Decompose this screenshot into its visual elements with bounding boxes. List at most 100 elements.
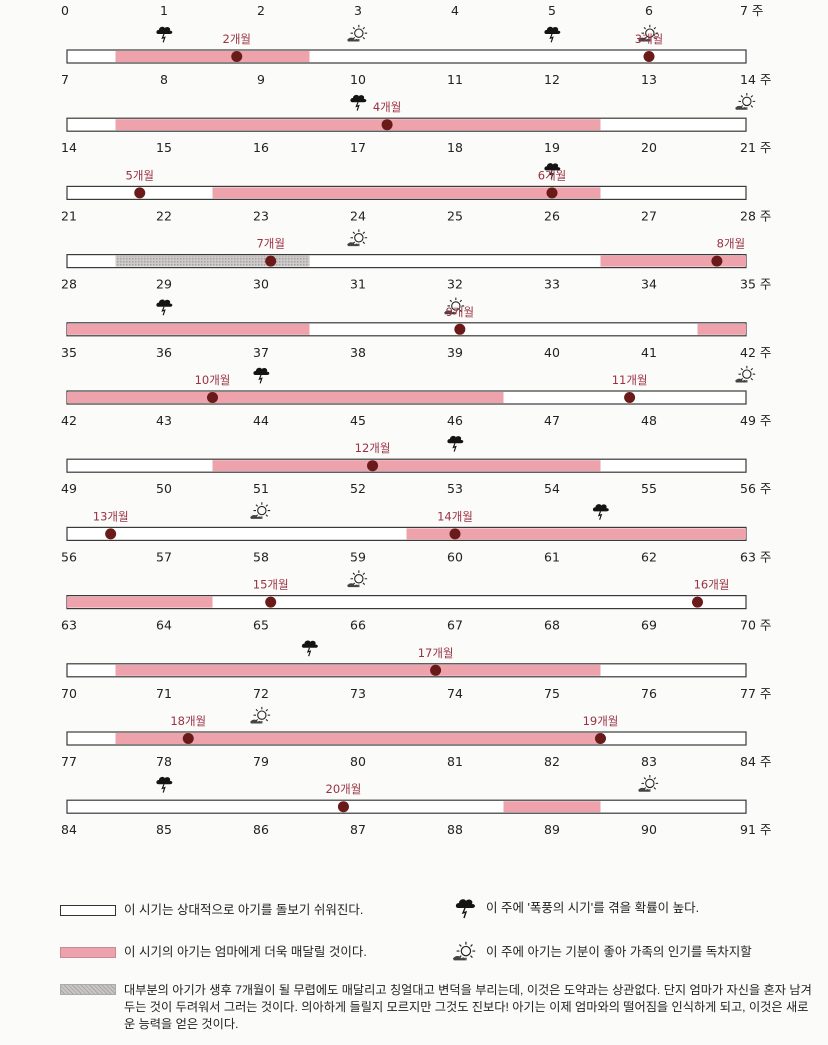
week-tick-label: 0 <box>61 3 69 18</box>
week-tick-label: 5 <box>548 3 556 18</box>
week-tick-label: 37 <box>253 345 269 360</box>
storm-cloud-icon <box>301 639 319 657</box>
sun-icon <box>452 940 478 964</box>
legend-note-swatch-row <box>60 984 124 995</box>
week-tick-label: 53 <box>447 481 463 496</box>
month-marker-dot <box>134 187 146 199</box>
week-tick-label: 49 <box>61 481 77 496</box>
week-tick-label: 12 <box>544 72 560 87</box>
month-marker-label: 3개월 <box>635 32 663 46</box>
easy-period-swatch <box>60 905 116 916</box>
week-tick-label: 19 <box>544 140 560 155</box>
week-tick-label: 40 <box>544 345 560 360</box>
week-tick-label: 60 <box>447 549 463 564</box>
week-tick-label: 79 <box>253 754 269 769</box>
clingy-period-segment <box>406 528 746 540</box>
week-tick-label: 81 <box>447 754 463 769</box>
legend-sun-text: 이 주에 아기는 기분이 좋아 가족의 인기를 독차지할 <box>486 944 752 959</box>
week-tick-label: 90 <box>641 822 657 837</box>
storm-cloud-icon <box>592 503 610 521</box>
week-tick-label: 70 주 <box>740 618 771 633</box>
week-tick-label: 42 주 <box>740 345 771 360</box>
week-tick-label: 25 <box>447 208 463 223</box>
week-tick-label: 22 <box>156 208 172 223</box>
month-marker-label: 5개월 <box>126 168 154 182</box>
clingy-period-swatch <box>60 947 116 958</box>
week-tick-label: 26 <box>544 208 560 223</box>
week-tick-label: 59 <box>350 549 366 564</box>
storm-cloud-icon <box>155 26 173 43</box>
legend-storm-text: 이 주에 '폭풍의 시기'를 겪을 확률이 높다. <box>486 900 700 915</box>
week-tick-label: 54 <box>544 481 560 496</box>
week-tick-label: 55 <box>641 481 657 496</box>
week-tick-label: 28 주 <box>740 208 771 223</box>
sun-icon <box>734 365 756 384</box>
month-marker-label: 9개월 <box>446 305 474 319</box>
sun-icon <box>249 706 271 725</box>
week-tick-label: 58 <box>253 549 269 564</box>
week-tick-label: 2 <box>257 3 265 18</box>
month-marker-label: 19개월 <box>583 714 619 728</box>
week-tick-label: 7 주 <box>740 3 763 18</box>
clingy-period-segment <box>503 801 601 813</box>
week-tick-label: 47 <box>544 413 560 428</box>
clingy-period-segment <box>212 460 601 472</box>
week-tick-label: 69 <box>641 618 657 633</box>
week-tick-label: 23 <box>253 208 269 223</box>
month-marker-label: 15개월 <box>253 578 289 592</box>
week-tick-label: 36 <box>156 345 172 360</box>
week-tick-label: 39 <box>447 345 463 360</box>
week-tick-label: 41 <box>641 345 657 360</box>
week-tick-label: 74 <box>447 686 463 701</box>
week-tick-label: 48 <box>641 413 657 428</box>
month-marker-label: 4개월 <box>373 100 401 114</box>
week-tick-label: 28 <box>61 277 77 292</box>
week-tick-label: 70 <box>61 686 77 701</box>
month-marker-dot <box>430 664 442 676</box>
week-tick-label: 34 <box>641 277 657 292</box>
month-marker-label: 6개월 <box>538 168 566 182</box>
week-tick-label: 89 <box>544 822 560 837</box>
storm-cloud-icon <box>155 298 173 316</box>
week-tick-label: 7 <box>61 72 69 87</box>
week-tick-label: 46 <box>447 413 463 428</box>
week-tick-label: 65 <box>253 618 269 633</box>
sun-icon <box>346 24 368 43</box>
week-tick-label: 66 <box>350 618 366 633</box>
timeline-row: 84 85 86 87 88 89 90 91 주 20개월 <box>61 774 771 837</box>
week-tick-label: 21 주 <box>740 140 771 155</box>
sun-icon <box>734 92 756 111</box>
week-tick-label: 56 주 <box>740 481 771 496</box>
month-marker-dot <box>595 733 606 744</box>
week-tick-label: 62 <box>641 549 657 564</box>
week-tick-label: 15 <box>156 140 172 155</box>
week-tick-label: 21 <box>61 208 77 223</box>
week-tick-label: 64 <box>156 618 172 633</box>
timeline-row: 0 1 2 3 4 5 6 7 주 <box>61 3 763 18</box>
week-tick-label: 45 <box>350 413 366 428</box>
week-tick-label: 42 <box>61 413 77 428</box>
week-tick-label: 80 <box>350 754 366 769</box>
month-marker-dot <box>367 460 379 472</box>
week-tick-label: 77 주 <box>740 686 771 701</box>
month-marker-dot <box>643 51 655 62</box>
week-tick-label: 82 <box>544 754 560 769</box>
clingy-period-segment <box>697 323 746 335</box>
clingy-period-segment <box>600 255 746 267</box>
week-tick-label: 86 <box>253 822 269 837</box>
month-marker-label: 11개월 <box>612 373 648 387</box>
week-tick-label: 29 <box>156 277 172 292</box>
week-tick-label: 85 <box>156 822 172 837</box>
clingy-period-segment <box>115 119 601 131</box>
week-tick-label: 72 <box>253 686 269 701</box>
month-marker-dot <box>624 392 636 403</box>
week-tick-label: 31 <box>350 277 366 292</box>
month-marker-dot <box>265 596 277 608</box>
week-tick-label: 67 <box>447 618 463 633</box>
month-marker-dot <box>231 51 243 62</box>
legend-sun: 이 주에 아기는 기분이 좋아 가족의 인기를 독차지할 <box>452 940 752 964</box>
week-tick-label: 17 <box>350 140 366 155</box>
month-marker-dot <box>105 528 117 540</box>
month-marker-dot <box>711 255 723 267</box>
